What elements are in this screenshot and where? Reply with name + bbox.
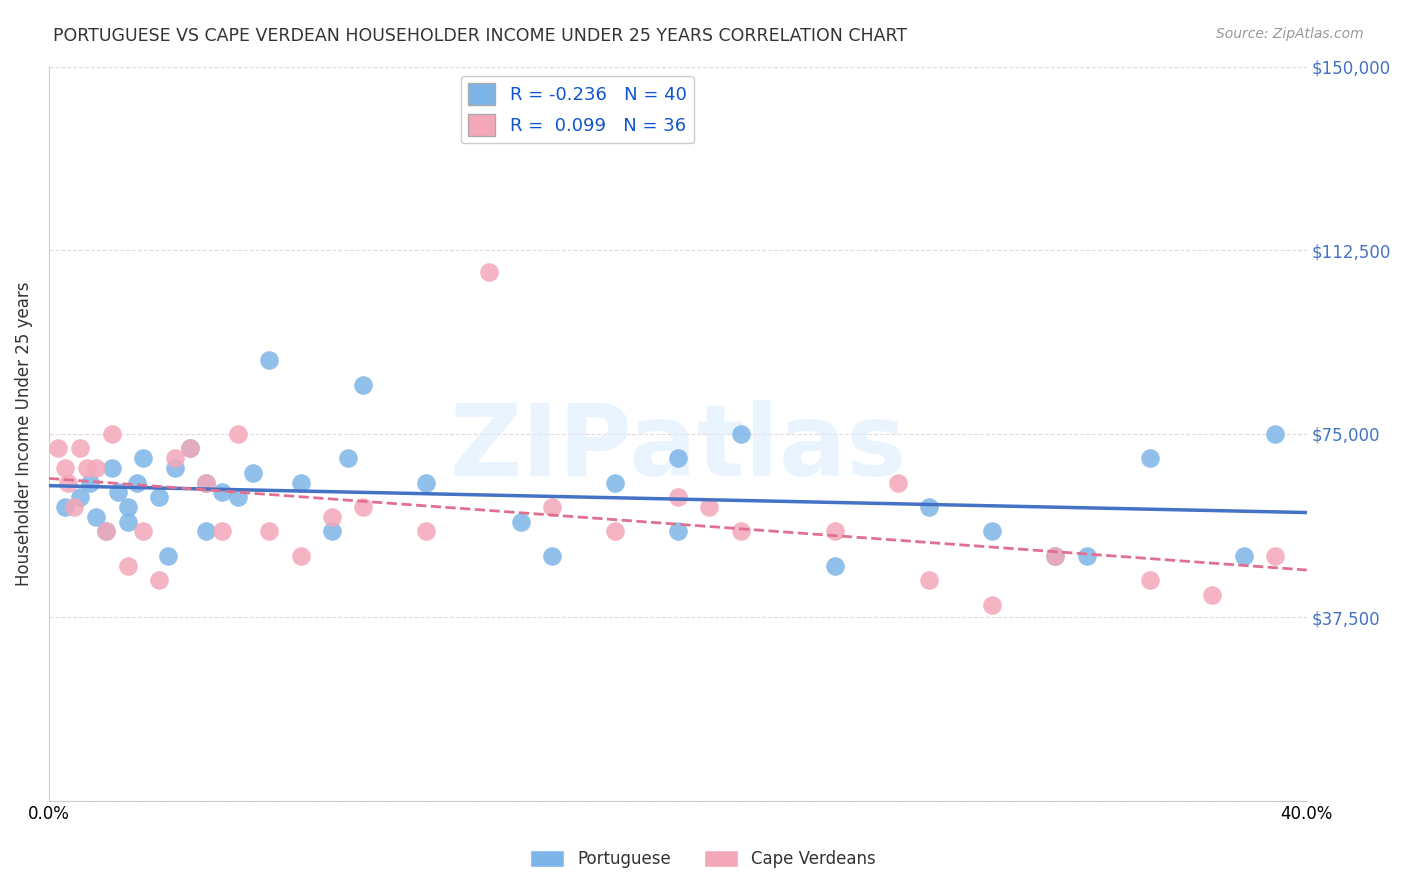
Point: [1045, 549, 1067, 563]
Point: [163, 461, 186, 475]
Point: [242, 466, 264, 480]
Point: [321, 509, 343, 524]
Point: [824, 558, 846, 573]
Point: [69, 442, 91, 456]
Point: [352, 500, 374, 514]
Point: [117, 500, 139, 514]
Point: [148, 490, 170, 504]
Point: [1264, 426, 1286, 441]
Text: ZIPatlas: ZIPatlas: [450, 400, 907, 497]
Point: [336, 451, 359, 466]
Point: [48, 442, 70, 456]
Point: [226, 490, 249, 504]
Point: [478, 265, 501, 279]
Point: [195, 475, 218, 490]
Point: [211, 485, 233, 500]
Point: [195, 475, 218, 490]
Point: [53, 500, 76, 514]
Point: [541, 549, 564, 563]
Point: [79, 475, 101, 490]
Point: [63, 500, 86, 514]
Point: [730, 426, 752, 441]
Point: [257, 353, 280, 368]
Point: [84, 509, 107, 524]
Point: [666, 524, 689, 539]
Legend: Portuguese, Cape Verdeans: Portuguese, Cape Verdeans: [524, 843, 882, 875]
Point: [415, 524, 437, 539]
Text: PORTUGUESE VS CAPE VERDEAN HOUSEHOLDER INCOME UNDER 25 YEARS CORRELATION CHART: PORTUGUESE VS CAPE VERDEAN HOUSEHOLDER I…: [53, 27, 907, 45]
Point: [918, 500, 941, 514]
Point: [157, 549, 180, 563]
Legend: R = -0.236   N = 40, R =  0.099   N = 36: R = -0.236 N = 40, R = 0.099 N = 36: [461, 76, 693, 143]
Point: [163, 451, 186, 466]
Point: [132, 524, 155, 539]
Point: [352, 377, 374, 392]
Point: [824, 524, 846, 539]
Point: [1233, 549, 1256, 563]
Point: [148, 574, 170, 588]
Point: [730, 524, 752, 539]
Text: Source: ZipAtlas.com: Source: ZipAtlas.com: [1216, 27, 1364, 41]
Point: [541, 500, 564, 514]
Point: [1139, 574, 1161, 588]
Point: [666, 451, 689, 466]
Point: [697, 500, 720, 514]
Point: [195, 524, 218, 539]
Point: [101, 461, 124, 475]
Point: [509, 515, 531, 529]
Point: [981, 524, 1004, 539]
Point: [1139, 451, 1161, 466]
Point: [1264, 549, 1286, 563]
Point: [125, 475, 148, 490]
Point: [69, 490, 91, 504]
Point: [666, 490, 689, 504]
Point: [107, 485, 129, 500]
Point: [257, 524, 280, 539]
Point: [918, 574, 941, 588]
Point: [1045, 549, 1067, 563]
Point: [321, 524, 343, 539]
Point: [101, 426, 124, 441]
Point: [117, 515, 139, 529]
Point: [84, 461, 107, 475]
Point: [94, 524, 117, 539]
Point: [117, 558, 139, 573]
Point: [53, 461, 76, 475]
Point: [94, 524, 117, 539]
Point: [603, 475, 626, 490]
Point: [226, 426, 249, 441]
Point: [76, 461, 98, 475]
Point: [56, 475, 79, 490]
Point: [290, 549, 312, 563]
Point: [1076, 549, 1098, 563]
Point: [1201, 588, 1223, 602]
Point: [179, 442, 201, 456]
Point: [179, 442, 201, 456]
Y-axis label: Householder Income Under 25 years: Householder Income Under 25 years: [15, 281, 32, 586]
Point: [290, 475, 312, 490]
Point: [211, 524, 233, 539]
Point: [415, 475, 437, 490]
Point: [132, 451, 155, 466]
Point: [887, 475, 910, 490]
Point: [603, 524, 626, 539]
Point: [981, 598, 1004, 612]
